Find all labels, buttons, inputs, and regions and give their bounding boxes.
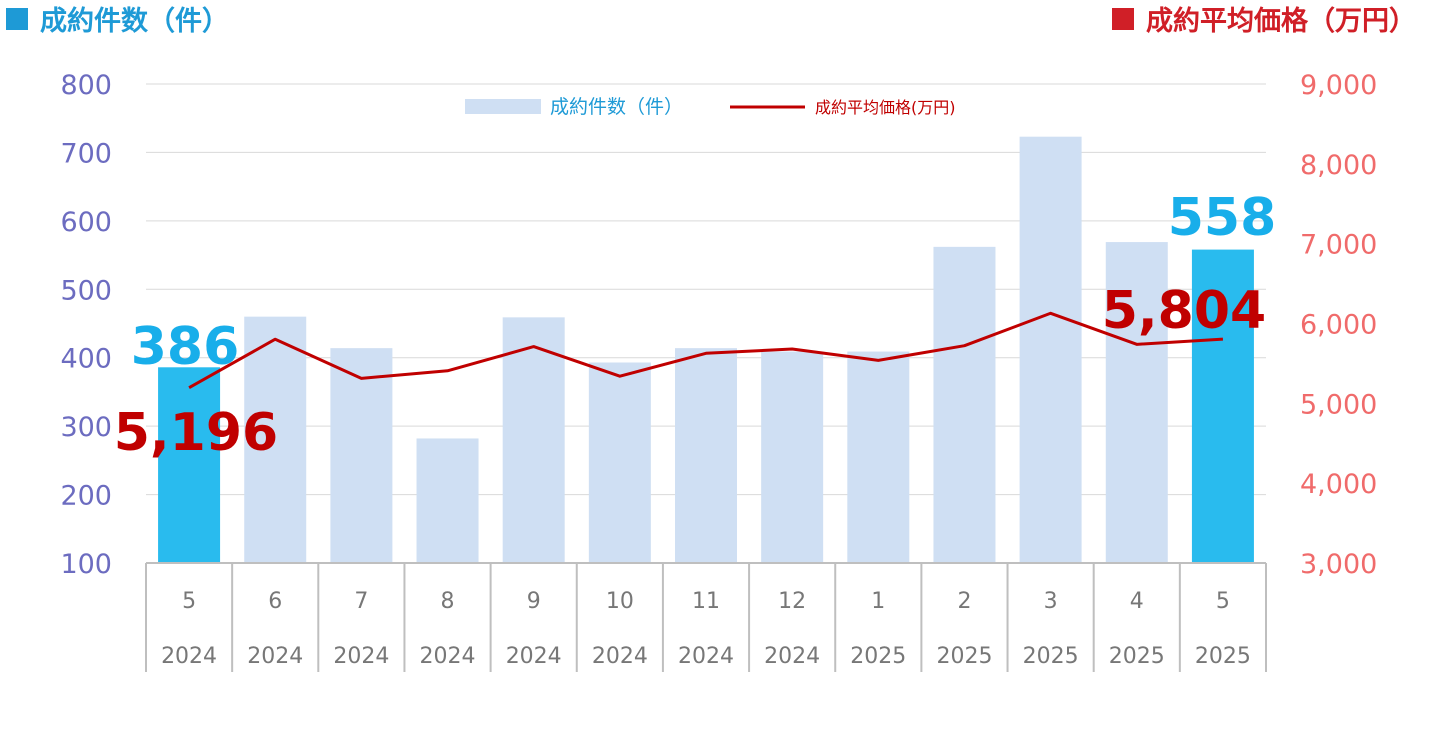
line-series [188, 311, 1224, 389]
left-tick-label: 200 [60, 481, 112, 512]
left-axis-title-marker [6, 8, 28, 30]
bar [1191, 249, 1254, 563]
x-tick-month: 8 [441, 589, 455, 614]
x-tick-month: 12 [778, 589, 806, 614]
left-tick-label: 600 [60, 207, 112, 238]
bar [502, 317, 565, 563]
bar [933, 246, 996, 564]
x-tick-month: 5 [1216, 589, 1230, 614]
bar [847, 351, 910, 563]
x-tick-year: 2024 [161, 644, 217, 669]
x-tick-year: 2024 [247, 644, 303, 669]
left-tick-label: 700 [60, 138, 112, 169]
x-tick-month: 4 [1130, 589, 1144, 614]
bar [244, 316, 307, 563]
right-axis-ticks: 3,000 4,000 5,000 6,000 7,000 8,000 9,000 [1300, 70, 1377, 580]
x-tick-year: 2024 [678, 644, 734, 669]
x-tick-year: 2025 [850, 644, 906, 669]
x-tick-year: 2024 [764, 644, 820, 669]
right-axis-title: 成約平均価格（万円） [1146, 5, 1416, 37]
left-tick-label: 300 [60, 412, 112, 443]
right-tick-label: 5,000 [1300, 389, 1377, 420]
left-tick-label: 100 [60, 549, 112, 580]
left-axis-ticks: 100 200 300 400 500 600 700 800 [60, 70, 112, 580]
legend-bar-swatch [465, 99, 541, 114]
left-axis-title: 成約件数（件） [40, 5, 229, 37]
x-tick-year: 2025 [1195, 644, 1251, 669]
x-tick-month: 10 [606, 589, 634, 614]
x-tick-year: 2025 [936, 644, 992, 669]
x-tick-year: 2025 [1023, 644, 1079, 669]
legend: 成約件数（件） 成約平均価格(万円) [465, 96, 956, 118]
callouts: 386 5,196 558 5,804 [114, 188, 1277, 463]
x-tick-year: 2024 [506, 644, 562, 669]
callout-label: 386 [131, 317, 240, 377]
x-axis: 5202462024720248202492024102024112024122… [145, 562, 1267, 672]
x-tick-month: 11 [692, 589, 720, 614]
x-tick-year: 2024 [420, 644, 476, 669]
x-tick-month: 6 [268, 589, 282, 614]
left-tick-label: 400 [60, 344, 112, 375]
right-tick-label: 3,000 [1300, 549, 1377, 580]
right-tick-label: 8,000 [1300, 150, 1377, 181]
right-tick-label: 7,000 [1300, 230, 1377, 261]
right-tick-label: 9,000 [1300, 70, 1377, 101]
callout-label: 558 [1168, 188, 1277, 248]
bar [1105, 242, 1168, 563]
legend-line-label: 成約平均価格(万円) [815, 98, 956, 117]
bar [761, 351, 824, 563]
left-tick-label: 800 [60, 70, 112, 101]
bar-series [158, 136, 1254, 564]
x-tick-month: 1 [871, 589, 885, 614]
right-tick-label: 6,000 [1300, 310, 1377, 341]
callout-label: 5,196 [114, 403, 278, 463]
legend-bar-label: 成約件数（件） [550, 96, 683, 118]
x-tick-month: 9 [527, 589, 541, 614]
x-tick-year: 2025 [1109, 644, 1165, 669]
left-tick-label: 500 [60, 275, 112, 306]
bar [330, 348, 393, 563]
right-axis-title-marker [1112, 8, 1134, 30]
bar [416, 438, 479, 563]
x-tick-year: 2024 [592, 644, 648, 669]
x-tick-month: 2 [957, 589, 971, 614]
right-tick-label: 4,000 [1300, 469, 1377, 500]
bar [158, 367, 221, 563]
bar [1019, 136, 1082, 563]
x-tick-year: 2024 [333, 644, 389, 669]
callout-label: 5,804 [1102, 281, 1266, 341]
x-tick-month: 3 [1044, 589, 1058, 614]
bar [675, 348, 737, 563]
x-tick-month: 7 [354, 589, 368, 614]
x-tick-month: 5 [182, 589, 196, 614]
bar [588, 362, 651, 563]
